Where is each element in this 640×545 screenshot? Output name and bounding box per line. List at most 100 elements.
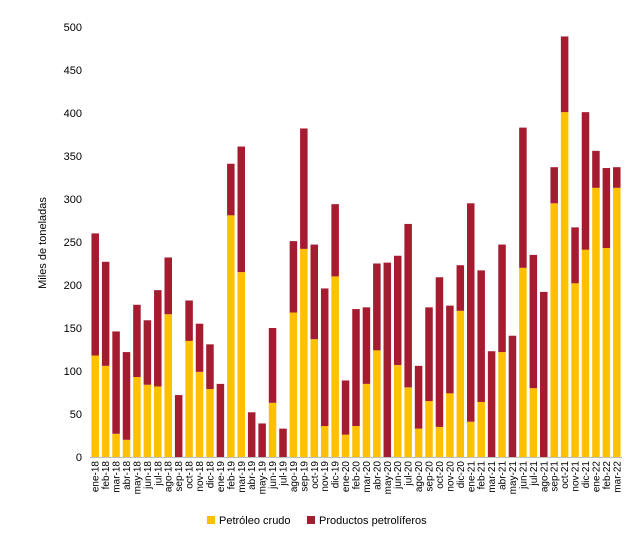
x-tick-label: dic-21	[581, 461, 592, 489]
x-tick-label: feb-19	[226, 461, 237, 490]
x-tick-label: jul-19	[278, 461, 289, 487]
bar-petroleo-crudo	[227, 215, 235, 457]
legend-swatch-petroleo-crudo	[207, 516, 215, 524]
x-tick-label: ene-19	[216, 461, 227, 493]
bar-productos-petroliferos	[550, 167, 558, 204]
bar-petroleo-crudo	[185, 340, 193, 457]
bar-petroleo-crudo	[122, 439, 131, 457]
bar-petroleo-crudo	[206, 389, 214, 457]
bar-productos-petroliferos	[571, 227, 579, 284]
y-tick-label: 200	[64, 280, 82, 292]
bar-productos-petroliferos	[331, 204, 339, 277]
x-tick-label: dic-19	[331, 461, 342, 489]
x-tick-label: dic-18	[205, 461, 216, 489]
bar-productos-petroliferos	[498, 244, 506, 353]
x-tick-label: abr-18	[122, 461, 133, 490]
x-tick-label: jun-20	[393, 461, 404, 490]
x-tick-label: oct-19	[310, 461, 321, 489]
x-tick-label: mar-20	[362, 461, 373, 493]
y-tick-label: 400	[64, 108, 82, 120]
y-axis-title: Miles de toneladas	[37, 197, 49, 289]
bar-petroleo-crudo	[571, 283, 579, 457]
bar-petroleo-crudo	[393, 364, 402, 457]
y-tick-label: 300	[64, 194, 82, 206]
bar-productos-petroliferos	[425, 307, 433, 402]
bar-petroleo-crudo	[519, 267, 527, 457]
bar-productos-petroliferos	[508, 335, 517, 457]
bar-productos-petroliferos	[373, 263, 381, 351]
y-tick-label: 500	[64, 22, 82, 34]
x-tick-label: dic-20	[456, 461, 467, 489]
bar-productos-petroliferos	[216, 383, 225, 457]
bar-productos-petroliferos	[320, 288, 329, 427]
bar-productos-petroliferos	[446, 305, 454, 394]
bar-petroleo-crudo	[300, 248, 308, 457]
bar-petroleo-crudo	[195, 371, 204, 457]
bar-productos-petroliferos	[602, 168, 611, 249]
bar-productos-petroliferos	[195, 323, 204, 372]
bar-productos-petroliferos	[487, 351, 496, 457]
bar-productos-petroliferos	[477, 270, 485, 402]
bar-productos-petroliferos	[237, 146, 246, 273]
legend-label-petroleo-crudo: Petróleo crudo	[219, 515, 291, 527]
bar-petroleo-crudo	[446, 393, 454, 457]
x-tick-label: ago-21	[539, 461, 550, 493]
bar-productos-petroliferos	[529, 254, 538, 389]
bar-petroleo-crudo	[143, 384, 152, 457]
bar-productos-petroliferos	[143, 320, 152, 385]
bar-productos-petroliferos	[560, 36, 569, 113]
x-tick-label: mar-22	[612, 461, 623, 493]
bar-productos-petroliferos	[592, 150, 600, 188]
bar-productos-petroliferos	[227, 163, 235, 216]
y-tick-label: 0	[76, 452, 82, 464]
y-tick-label: 100	[64, 366, 82, 378]
bar-petroleo-crudo	[456, 310, 465, 457]
bar-petroleo-crudo	[362, 383, 371, 457]
x-tick-label: nov-18	[195, 461, 206, 492]
x-tick-label: ene-22	[591, 461, 602, 493]
x-tick-label: abr-20	[372, 461, 383, 490]
x-tick-label: feb-20	[352, 461, 363, 490]
bar-petroleo-crudo	[435, 426, 444, 457]
bar-productos-petroliferos	[310, 244, 319, 340]
bar-petroleo-crudo	[529, 388, 538, 457]
bar-productos-petroliferos	[185, 300, 193, 341]
bar-petroleo-crudo	[592, 187, 600, 457]
x-tick-label: mar-21	[487, 461, 498, 493]
bar-petroleo-crudo	[101, 365, 110, 457]
x-tick-label: feb-18	[101, 461, 112, 490]
x-tick-label: feb-21	[477, 461, 488, 490]
bar-productos-petroliferos	[133, 304, 141, 378]
bar-petroleo-crudo	[237, 272, 246, 457]
bar-petroleo-crudo	[289, 312, 298, 457]
bar-productos-petroliferos	[112, 331, 120, 434]
x-tick-label: mar-18	[112, 461, 123, 493]
bar-productos-petroliferos	[279, 428, 287, 457]
bar-petroleo-crudo	[341, 434, 350, 457]
bar-petroleo-crudo	[498, 352, 506, 457]
bar-productos-petroliferos	[289, 241, 298, 313]
bar-productos-petroliferos	[456, 265, 465, 311]
y-tick-label: 350	[64, 151, 82, 163]
x-tick-label: nov-19	[320, 461, 331, 492]
bar-petroleo-crudo	[404, 387, 412, 457]
x-tick-label: sep-21	[550, 461, 561, 492]
x-tick-label: oct-20	[435, 461, 446, 489]
bar-productos-petroliferos	[352, 309, 360, 427]
x-tick-label: sep-20	[425, 461, 436, 492]
x-tick-label: may-18	[132, 461, 143, 495]
x-tick-label: jun-18	[143, 461, 154, 490]
x-tick-label: sep-19	[299, 461, 310, 492]
x-tick-label: abr-19	[247, 461, 258, 490]
bar-productos-petroliferos	[519, 127, 527, 268]
bar-productos-petroliferos	[206, 344, 214, 390]
bar-productos-petroliferos	[383, 262, 392, 457]
bar-productos-petroliferos	[268, 328, 277, 403]
bar-productos-petroliferos	[435, 277, 444, 427]
bar-petroleo-crudo	[373, 350, 381, 457]
bar-productos-petroliferos	[613, 167, 621, 188]
y-tick-label: 450	[64, 65, 82, 77]
bar-productos-petroliferos	[540, 291, 548, 457]
x-tick-label: may-19	[258, 461, 269, 495]
